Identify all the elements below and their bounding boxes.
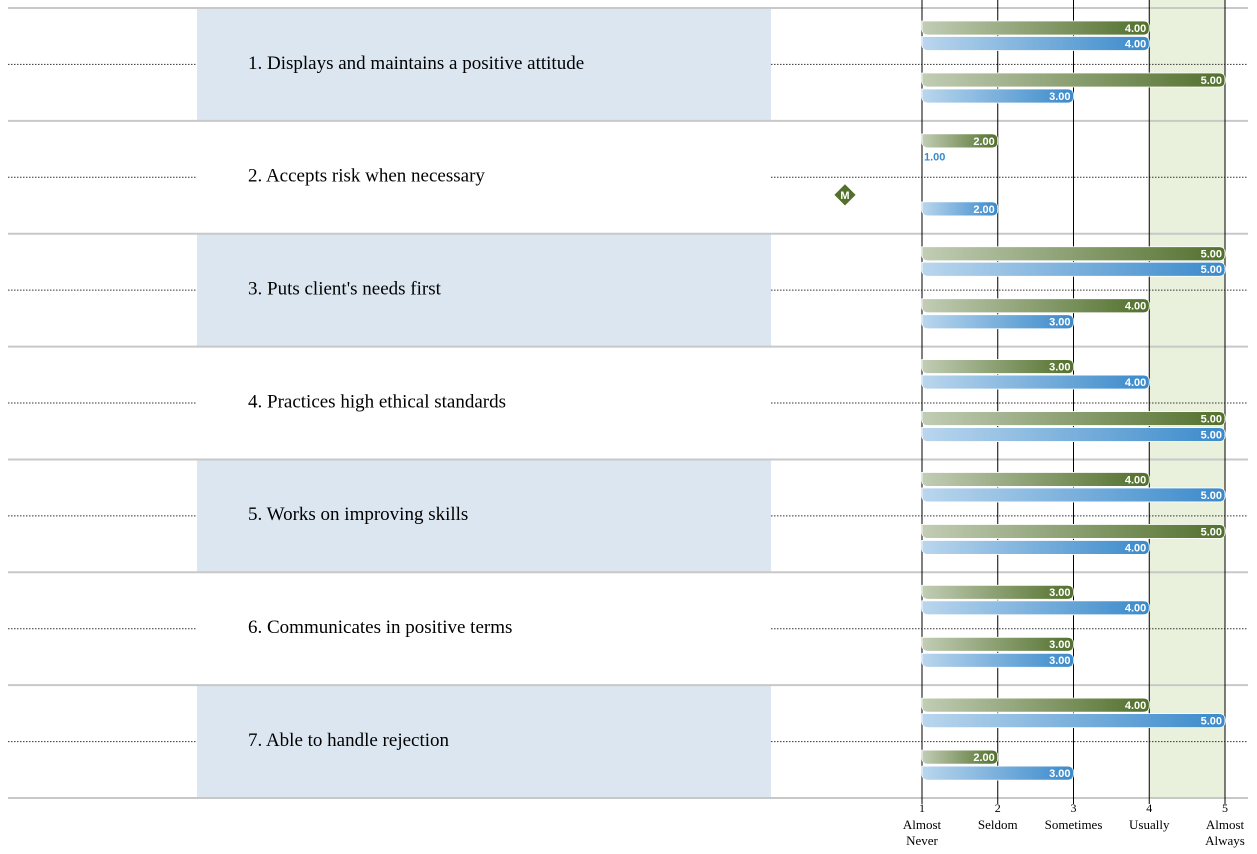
x-tick-label: 1	[919, 801, 925, 815]
x-tick-label: 4	[1146, 801, 1152, 815]
bar	[921, 636, 1074, 652]
label-box	[197, 685, 771, 799]
x-tick-description: Sometimes	[1044, 817, 1103, 833]
value-label: 4.00	[1125, 38, 1146, 50]
x-tick-label: 5	[1222, 801, 1228, 815]
category-label: 3. Puts client's needs first	[248, 279, 442, 300]
bar	[921, 652, 1074, 668]
value-label: 4.00	[1125, 23, 1146, 35]
value-label: 4.00	[1125, 603, 1146, 615]
value-label: 2.00	[973, 136, 994, 148]
bar	[921, 600, 1150, 616]
bar	[921, 201, 999, 217]
bar	[921, 314, 1074, 330]
bar	[921, 749, 999, 765]
bar	[921, 427, 1226, 442]
bar	[921, 713, 1226, 729]
bar	[921, 72, 1226, 88]
value-label: 5.00	[1201, 429, 1222, 441]
value-label: 4.00	[1125, 474, 1146, 486]
value-label: 4.00	[1125, 700, 1146, 712]
value-label: 2.00	[973, 204, 994, 216]
x-tick-label: 3	[1071, 801, 1077, 815]
bar	[921, 374, 1150, 390]
value-label: 4.00	[1125, 301, 1146, 313]
category-label: 7. Able to handle rejection	[248, 730, 450, 751]
category-label: 2. Accepts risk when necessary	[248, 166, 485, 187]
value-label: 3.00	[1049, 361, 1070, 373]
bar	[921, 487, 1226, 503]
missing-marker	[832, 182, 858, 207]
value-label: 3.00	[1049, 587, 1070, 599]
value-label: 5.00	[1201, 249, 1222, 261]
bar	[921, 765, 1074, 781]
bar	[921, 36, 1150, 51]
value-label: 4.00	[1125, 377, 1146, 389]
bar	[921, 261, 1226, 277]
value-label: 5.00	[1201, 716, 1222, 728]
bar	[921, 88, 1074, 104]
label-box	[197, 8, 771, 121]
bar	[921, 359, 1074, 374]
bar	[921, 133, 999, 149]
label-box	[197, 233, 771, 347]
value-label: 5.00	[1201, 490, 1222, 502]
bar	[921, 697, 1150, 713]
value-label: 5.00	[1201, 75, 1222, 87]
category-label: 1. Displays and maintains a positive att…	[248, 53, 584, 74]
value-label: 1.00	[924, 151, 945, 163]
value-label: 3.00	[1049, 639, 1070, 651]
bar	[921, 524, 1226, 539]
value-label: 4.00	[1125, 542, 1146, 554]
x-tick-description: Almost Never	[902, 817, 942, 849]
missing-marker-label: M	[840, 190, 849, 202]
bar	[921, 584, 1074, 600]
category-label: 6. Communicates in positive terms	[248, 617, 512, 638]
value-label: 5.00	[1201, 264, 1222, 276]
bar	[921, 298, 1150, 314]
value-label: 3.00	[1049, 317, 1070, 329]
bar	[921, 472, 1150, 487]
value-label: 2.00	[973, 752, 994, 764]
x-tick-label: 2	[995, 801, 1001, 815]
bar	[921, 246, 1226, 262]
value-label: 5.00	[1201, 526, 1222, 538]
x-tick-description: Seldom	[977, 817, 1018, 833]
value-label: 3.00	[1049, 655, 1070, 667]
bar	[921, 20, 1150, 36]
category-label: 5. Works on improving skills	[248, 504, 468, 525]
value-label: 3.00	[1049, 768, 1070, 780]
category-label: 4. Practices high ethical standards	[248, 391, 506, 412]
value-label: 5.00	[1201, 413, 1222, 425]
label-box	[197, 459, 771, 573]
highlight-band	[1149, 0, 1225, 799]
x-tick-description: Usually	[1129, 817, 1170, 833]
x-tick-description: Almost Always	[1205, 817, 1245, 849]
bar	[921, 411, 1226, 426]
bar	[921, 540, 1150, 555]
value-label: 3.00	[1049, 91, 1070, 103]
